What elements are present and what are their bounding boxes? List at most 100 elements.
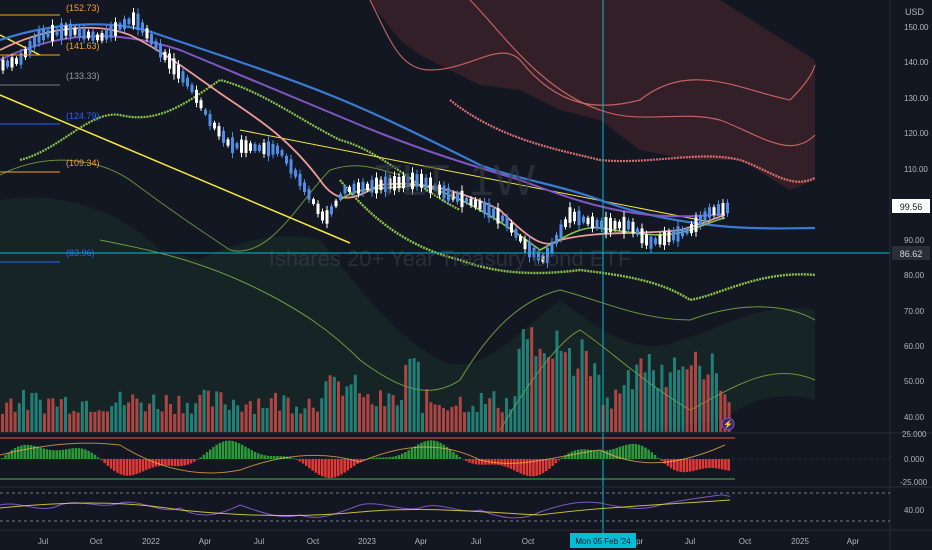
volume-bar xyxy=(114,402,118,432)
macd-bar xyxy=(612,448,615,459)
volume-bar xyxy=(307,398,311,432)
macd-bar xyxy=(1,458,4,459)
lightning-icon[interactable]: ⚡ xyxy=(721,417,735,431)
volume-bar xyxy=(614,389,618,432)
macd-bar xyxy=(650,452,654,459)
macd-bar xyxy=(209,449,212,459)
volume-bar xyxy=(295,406,298,432)
macd-bar xyxy=(679,459,682,472)
macd-bar xyxy=(385,457,388,459)
macd-bar xyxy=(567,453,570,459)
candle-body xyxy=(334,200,338,207)
candle-body xyxy=(582,216,585,223)
macd-bar xyxy=(177,459,180,467)
macd-bar xyxy=(231,441,234,459)
crosshair-date-label: Mon 05 Feb '24 xyxy=(575,537,631,546)
lower-band-line-1 xyxy=(0,159,401,252)
candle-body xyxy=(442,185,446,199)
macd-bar xyxy=(557,459,561,461)
candle-body xyxy=(384,176,387,193)
candlestick-series[interactable] xyxy=(1,8,730,269)
volume-bar xyxy=(110,406,114,432)
candle-body xyxy=(478,200,482,210)
time-axis-label: Apr xyxy=(415,537,428,546)
macd-bar xyxy=(417,444,420,459)
macd-bar xyxy=(695,459,698,471)
candle-body xyxy=(87,31,90,39)
macd-bar xyxy=(109,459,113,469)
macd-bar xyxy=(87,450,90,459)
volume-histogram xyxy=(1,327,731,432)
macd-bar xyxy=(122,459,126,476)
macd-bar xyxy=(17,446,20,459)
macd-bar xyxy=(484,459,487,465)
price-axis[interactable]: 150.00140.00130.00120.00110.00100.0090.0… xyxy=(904,23,929,422)
candle-body xyxy=(600,220,603,230)
candle-body xyxy=(370,179,374,193)
volume-bar xyxy=(416,361,420,432)
volume-bar xyxy=(202,389,206,432)
macd-bar xyxy=(554,459,558,464)
price-axis-tick: 40.00 xyxy=(904,413,925,422)
price-axis-tick: 110.00 xyxy=(904,165,928,174)
volume-bar xyxy=(622,385,626,432)
volume-bar xyxy=(227,409,231,432)
macd-bar xyxy=(10,450,14,459)
candle-body xyxy=(420,173,423,188)
candle-body xyxy=(24,49,27,58)
volume-bar xyxy=(34,392,38,432)
candle-body xyxy=(213,122,216,129)
volume-bar xyxy=(131,394,135,432)
candle-body xyxy=(298,173,302,187)
volume-bar xyxy=(668,372,672,432)
candle-body xyxy=(699,214,702,227)
currency-label[interactable]: USD xyxy=(905,7,925,17)
volume-bar xyxy=(173,413,177,432)
macd-bar xyxy=(116,459,119,473)
macd-bar xyxy=(589,449,593,459)
volume-bar xyxy=(164,395,168,432)
macd-bar xyxy=(333,459,337,478)
macd-bar xyxy=(458,457,462,459)
fib-label-4: (124.79) xyxy=(66,111,100,121)
upper-band-line-outer xyxy=(369,0,816,106)
macd-bar xyxy=(580,449,583,459)
candle-body xyxy=(289,159,293,174)
candle-body xyxy=(114,22,117,37)
candle-body xyxy=(496,208,500,224)
time-axis-label: 2023 xyxy=(358,537,376,546)
candle-body xyxy=(177,64,180,79)
macd-bar xyxy=(641,445,644,459)
volume-bar xyxy=(101,411,105,432)
candle-body xyxy=(132,12,135,26)
candle-body xyxy=(141,22,144,33)
candle-body xyxy=(136,13,140,30)
volume-bar xyxy=(106,411,109,432)
macd-bar xyxy=(23,444,26,459)
candle-body xyxy=(447,187,450,201)
candle-body xyxy=(703,211,707,222)
macd-bar xyxy=(314,459,318,473)
macd-bar xyxy=(442,444,446,459)
price-axis-tick: 90.00 xyxy=(904,236,925,245)
trendline-falling[interactable] xyxy=(0,94,351,244)
candle-body xyxy=(388,178,392,190)
candle-body xyxy=(154,40,158,49)
macd-axis-tick-3: -25.000 xyxy=(900,478,928,487)
time-axis[interactable]: JulOct2022AprJulOct2023AprJulOct2024AprJ… xyxy=(38,537,860,546)
candle-body xyxy=(145,28,149,39)
candle-body xyxy=(244,140,248,153)
macd-bar xyxy=(119,459,122,475)
volume-bar xyxy=(547,357,550,432)
volume-bar xyxy=(559,350,563,432)
candle-body xyxy=(658,235,662,245)
candle-body xyxy=(168,53,171,69)
volume-bar xyxy=(43,413,46,432)
trendline-wedge[interactable] xyxy=(239,129,711,223)
volume-bar xyxy=(143,411,147,432)
candle-body xyxy=(330,206,333,215)
macd-bar xyxy=(407,450,410,459)
volume-bar xyxy=(85,400,88,432)
macd-bar xyxy=(497,459,500,465)
